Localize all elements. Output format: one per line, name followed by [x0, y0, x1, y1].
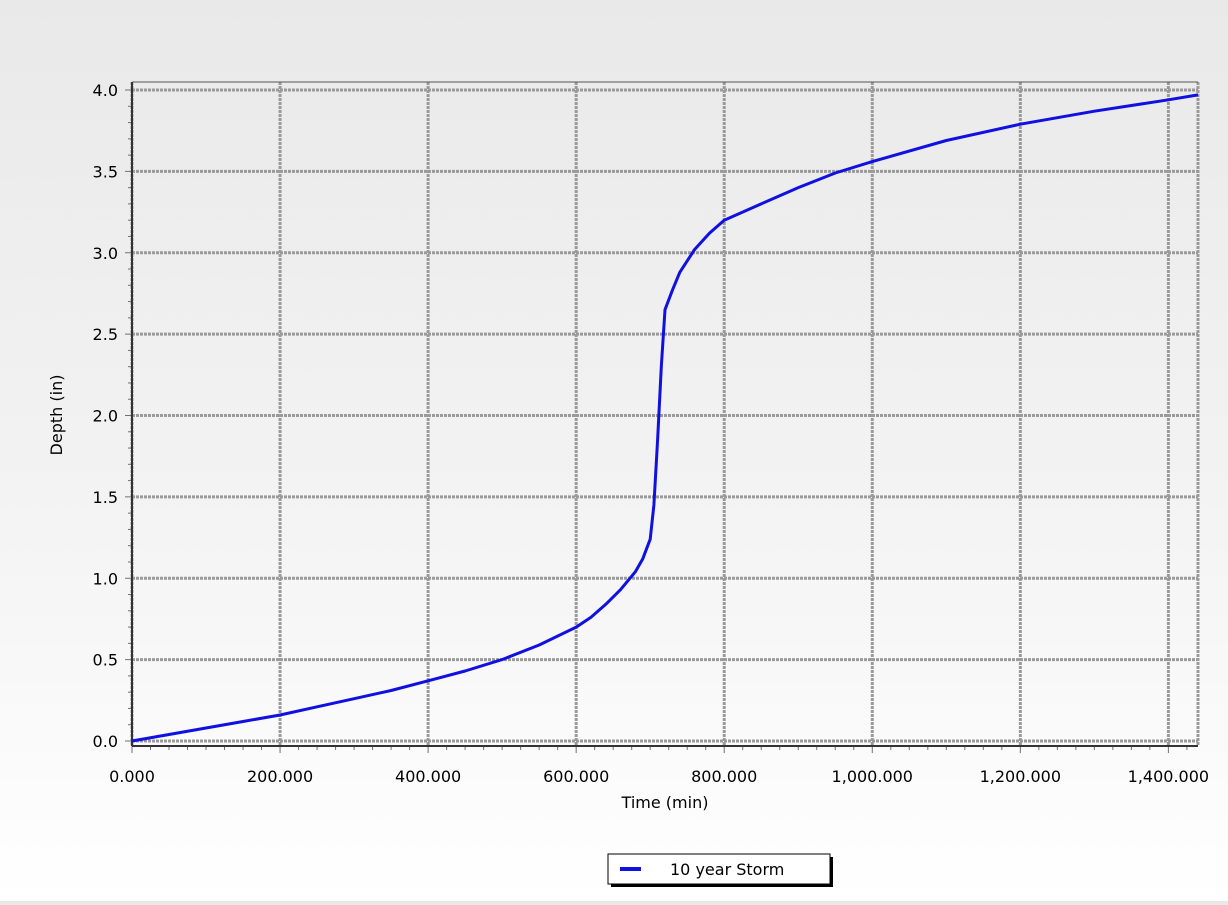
y-tick-label: 4.0 — [93, 81, 118, 100]
x-tick-label: 400.000 — [395, 767, 461, 786]
y-axis-tick-labels: 0.0 0.5 1.0 1.5 2.0 2.5 3.0 3.5 4.0 — [93, 81, 118, 751]
x-tick-label: 0.000 — [109, 767, 155, 786]
x-axis-tick-labels: 0.000 200.000 400.000 600.000 800.000 1,000.0… — [109, 767, 1209, 786]
legend: 10 year Storm — [607, 853, 833, 887]
series-layer — [131, 93, 1199, 743]
y-tick-label: 1.5 — [93, 488, 118, 507]
x-tick-label: 200.000 — [247, 767, 313, 786]
x-tick-label: 1,400.000 — [1128, 767, 1209, 786]
minor-ticks — [125, 89, 1188, 753]
y-axis-title: Depth (in) — [47, 375, 66, 456]
y-tick-label: 0.5 — [93, 651, 118, 670]
y-tick-label: 0.0 — [93, 732, 118, 751]
x-axis-title: Time (min) — [621, 793, 709, 812]
x-tick-label: 1,200.000 — [980, 767, 1061, 786]
y-tick-label: 2.0 — [93, 407, 118, 426]
series-line-10-year-storm — [131, 93, 1199, 743]
legend-box — [607, 853, 831, 885]
x-tick-label: 600.000 — [543, 767, 609, 786]
y-tick-label: 2.5 — [93, 325, 118, 344]
y-tick-label: 3.5 — [93, 162, 118, 181]
legend-label: 10 year Storm — [670, 860, 784, 879]
axes — [131, 81, 1198, 747]
x-tick-label: 1,000.000 — [832, 767, 913, 786]
grid — [130, 82, 1200, 746]
x-tick-label: 800.000 — [691, 767, 757, 786]
y-tick-label: 3.0 — [93, 244, 118, 263]
y-tick-label: 1.0 — [93, 569, 118, 588]
